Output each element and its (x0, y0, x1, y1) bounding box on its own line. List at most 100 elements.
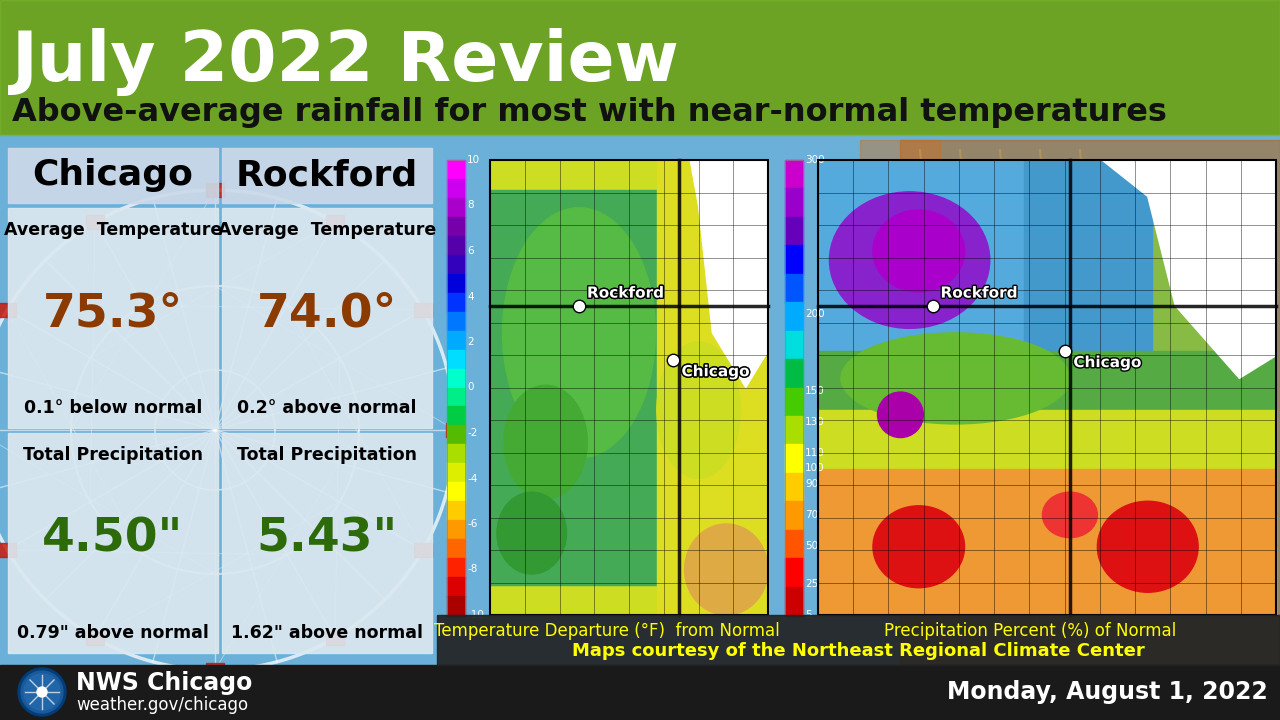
Bar (413, 543, 431, 557)
Bar (445, 423, 465, 437)
Bar (447, 426, 465, 445)
Bar (0, 135, 1280, 720)
Bar (785, 160, 803, 615)
Bar (818, 160, 1093, 379)
Bar (447, 521, 465, 540)
Bar (0, 543, 17, 557)
Bar (8, 433, 218, 653)
Text: -2: -2 (467, 428, 477, 438)
Text: 150: 150 (805, 387, 824, 396)
Text: 300: 300 (805, 155, 824, 165)
Bar (8, 148, 218, 203)
Bar (436, 615, 1280, 665)
Bar (860, 140, 940, 540)
Bar (447, 236, 465, 256)
Bar (818, 469, 1276, 615)
Bar (818, 410, 1276, 615)
Ellipse shape (657, 342, 740, 479)
Bar (785, 387, 803, 416)
Ellipse shape (873, 505, 965, 588)
Circle shape (24, 674, 60, 710)
Text: Precipitation Percent (%) of Normal: Precipitation Percent (%) of Normal (884, 622, 1176, 640)
Text: -4: -4 (467, 474, 477, 484)
Bar (447, 558, 465, 577)
Bar (206, 183, 224, 197)
Bar (785, 587, 803, 616)
Text: 74.0°: 74.0° (257, 291, 397, 336)
Text: Above-average rainfall for most with near-normal temperatures: Above-average rainfall for most with nea… (12, 96, 1167, 127)
Text: 2: 2 (467, 337, 474, 347)
Ellipse shape (503, 208, 655, 458)
Bar (447, 387, 465, 407)
Text: 4: 4 (467, 292, 474, 302)
Bar (818, 351, 1276, 433)
Bar (447, 274, 465, 293)
Text: 5: 5 (805, 610, 812, 620)
Text: Monday, August 1, 2022: Monday, August 1, 2022 (947, 680, 1268, 704)
Bar (447, 160, 465, 179)
Bar (447, 198, 465, 217)
Bar (657, 160, 768, 615)
Text: Average  Temperature: Average Temperature (4, 221, 223, 239)
Bar (447, 596, 465, 616)
Ellipse shape (878, 392, 923, 438)
Bar (447, 160, 465, 615)
Text: NWS Chicago: NWS Chicago (76, 671, 252, 695)
Circle shape (37, 687, 47, 697)
Text: Rockford: Rockford (941, 286, 1018, 301)
Bar (490, 160, 768, 615)
Bar (447, 482, 465, 502)
Ellipse shape (497, 492, 567, 574)
Bar (221, 148, 433, 203)
Bar (490, 190, 726, 585)
Text: Chicago: Chicago (681, 364, 749, 379)
Circle shape (18, 668, 67, 716)
Text: Total Precipitation: Total Precipitation (23, 446, 204, 464)
Bar (785, 530, 803, 559)
Bar (0, 0, 1280, 135)
Text: Maps courtesy of the Northeast Regional Climate Center: Maps courtesy of the Northeast Regional … (572, 642, 1144, 660)
Text: weather.gov/chicago: weather.gov/chicago (76, 696, 248, 714)
Text: 100: 100 (805, 464, 824, 474)
Bar (413, 303, 431, 317)
Text: 70: 70 (805, 510, 818, 520)
Text: 75.3°: 75.3° (44, 291, 183, 336)
Bar (447, 501, 465, 521)
Text: Rockford: Rockford (236, 158, 419, 192)
Bar (785, 501, 803, 530)
Text: 4.50": 4.50" (42, 516, 183, 561)
Bar (785, 444, 803, 473)
Bar (326, 631, 344, 645)
Bar (785, 416, 803, 445)
Bar (447, 255, 465, 274)
Polygon shape (690, 160, 768, 387)
Bar (1024, 160, 1152, 351)
Bar (447, 464, 465, 483)
Bar (447, 217, 465, 236)
Bar (447, 312, 465, 331)
Bar (86, 215, 104, 229)
Text: 1.62" above normal: 1.62" above normal (230, 624, 422, 642)
Bar (785, 217, 803, 246)
Bar (86, 631, 104, 645)
Ellipse shape (1097, 501, 1198, 593)
Bar (326, 215, 344, 229)
Bar (221, 433, 433, 653)
Bar (818, 160, 1276, 615)
Text: 25: 25 (805, 579, 818, 589)
Text: 10: 10 (467, 155, 480, 165)
Text: Temperature Departure (°F)  from Normal: Temperature Departure (°F) from Normal (434, 622, 780, 640)
Text: July 2022 Review: July 2022 Review (12, 28, 680, 96)
Bar (785, 246, 803, 274)
Bar (447, 407, 465, 426)
Bar (785, 274, 803, 302)
Text: 0.2° above normal: 0.2° above normal (237, 399, 417, 417)
Text: Chicago: Chicago (1074, 355, 1140, 370)
Text: 90: 90 (805, 479, 818, 489)
Ellipse shape (1042, 492, 1097, 538)
Bar (447, 577, 465, 597)
Ellipse shape (873, 210, 965, 292)
Bar (447, 293, 465, 312)
Text: Rockford: Rockford (588, 286, 663, 301)
Bar (221, 208, 433, 428)
